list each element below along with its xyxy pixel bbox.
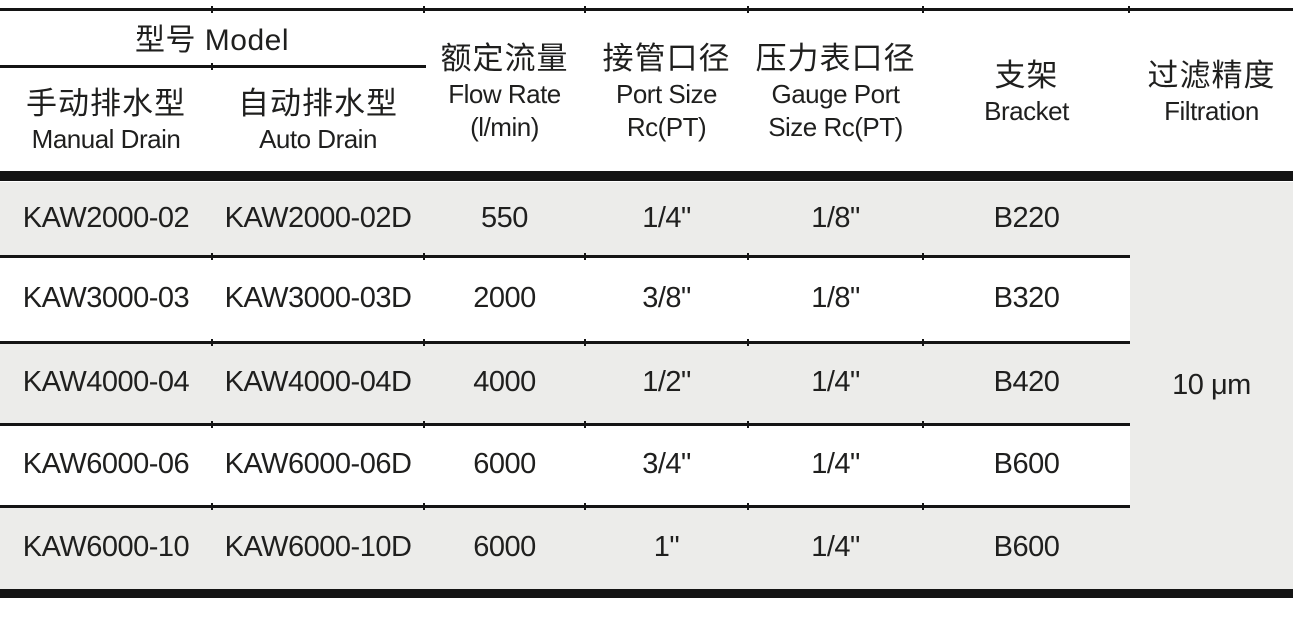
port-size-header: 接管口径 Port Size Rc(PT)	[585, 13, 748, 171]
filtration-value: 10 μm	[1172, 369, 1251, 401]
cell-manual-model: KAW2000-02	[22, 202, 190, 234]
auto-drain-header: 自动排水型 Auto Drain	[212, 70, 424, 171]
table-row: KAW6000-10 KAW6000-10D 6000 1" 1/4" B600	[0, 505, 1130, 589]
cell-flow-rate: 6000	[473, 530, 536, 563]
cell-manual-model: KAW6000-06	[22, 447, 190, 480]
flow-rate-header: 额定流量 Flow Rate (l/min)	[424, 13, 585, 171]
manual-drain-header: 手动排水型 Manual Drain	[0, 70, 212, 171]
cell-port-size: 1"	[653, 530, 680, 563]
filtration-header: 过滤精度 Filtration	[1130, 13, 1293, 171]
bracket-header: 支架 Bracket	[923, 13, 1130, 171]
cell-port-size: 3/8"	[642, 281, 691, 314]
filtration-label-zh: 过滤精度	[1147, 57, 1276, 93]
manual-drain-label-en: Manual Drain	[31, 124, 181, 154]
cell-auto-model: KAW4000-04D	[224, 365, 412, 398]
cell-gauge-port: 1/8"	[811, 281, 860, 314]
cell-manual-model: KAW3000-03	[22, 281, 190, 314]
filtration-label-en: Filtration	[1164, 95, 1259, 126]
gauge-port-unit: Size Rc(PT)	[768, 112, 903, 142]
row-separator	[0, 503, 1130, 510]
manual-drain-label-zh: 手动排水型	[26, 86, 186, 121]
model-group-underline	[0, 63, 426, 70]
cell-bracket: B600	[993, 447, 1060, 480]
cell-gauge-port: 1/4"	[811, 530, 860, 563]
model-group-header: 型号 Model	[0, 11, 424, 63]
cell-port-size: 1/2"	[642, 365, 691, 398]
cell-auto-model: KAW3000-03D	[224, 281, 412, 314]
gauge-port-header: 压力表口径 Gauge Port Size Rc(PT)	[748, 13, 923, 171]
cell-auto-model: KAW2000-02D	[224, 202, 412, 234]
row-separator	[0, 339, 1130, 346]
cell-port-size: 3/4"	[642, 447, 691, 480]
cell-flow-rate: 550	[481, 202, 528, 234]
port-size-unit: Rc(PT)	[626, 112, 707, 142]
cell-bracket: B420	[993, 365, 1060, 398]
row-separator	[0, 253, 1130, 260]
table-row: KAW4000-04 KAW4000-04D 4000 1/2" 1/4" B4…	[0, 341, 1130, 423]
cell-flow-rate: 2000	[473, 281, 536, 314]
cell-auto-model: KAW6000-10D	[224, 530, 412, 563]
gauge-port-label-en: Gauge Port	[771, 79, 900, 109]
cell-bracket: B600	[993, 530, 1060, 563]
cell-manual-model: KAW6000-10	[22, 530, 190, 563]
table-row: KAW2000-02 KAW2000-02D 550 1/4" 1/8" B22…	[0, 182, 1130, 255]
model-group-label: 型号 Model	[134, 24, 290, 57]
cell-flow-rate: 6000	[473, 447, 536, 480]
table-bottom-border	[0, 589, 1293, 598]
header-bottom-border	[0, 171, 1293, 181]
bracket-label-en: Bracket	[984, 95, 1069, 126]
flow-rate-label-zh: 额定流量	[440, 41, 569, 76]
bracket-label-zh: 支架	[994, 57, 1059, 93]
cell-auto-model: KAW6000-06D	[224, 447, 412, 480]
flow-rate-unit: (l/min)	[470, 112, 539, 142]
flow-rate-label-en: Flow Rate	[448, 79, 561, 109]
auto-drain-label-en: Auto Drain	[259, 124, 377, 154]
cell-gauge-port: 1/8"	[811, 202, 860, 234]
cell-port-size: 1/4"	[642, 202, 691, 234]
cell-bracket: B320	[993, 281, 1060, 314]
auto-drain-label-zh: 自动排水型	[238, 86, 398, 121]
cell-manual-model: KAW4000-04	[22, 365, 190, 398]
port-size-label-en: Port Size	[616, 79, 718, 109]
gauge-port-label-zh: 压力表口径	[755, 41, 916, 76]
table-row: KAW6000-06 KAW6000-06D 6000 3/4" 1/4" B6…	[0, 423, 1130, 505]
cell-gauge-port: 1/4"	[811, 365, 860, 398]
table-top-border	[0, 6, 1293, 13]
table-row: KAW3000-03 KAW3000-03D 2000 3/8" 1/8" B3…	[0, 255, 1130, 341]
cell-gauge-port: 1/4"	[811, 447, 860, 480]
filtration-value-cell: 10 μm	[1130, 182, 1293, 589]
row-separator	[0, 421, 1130, 428]
port-size-label-zh: 接管口径	[602, 41, 731, 76]
cell-flow-rate: 4000	[473, 365, 536, 398]
cell-bracket: B220	[993, 202, 1060, 234]
